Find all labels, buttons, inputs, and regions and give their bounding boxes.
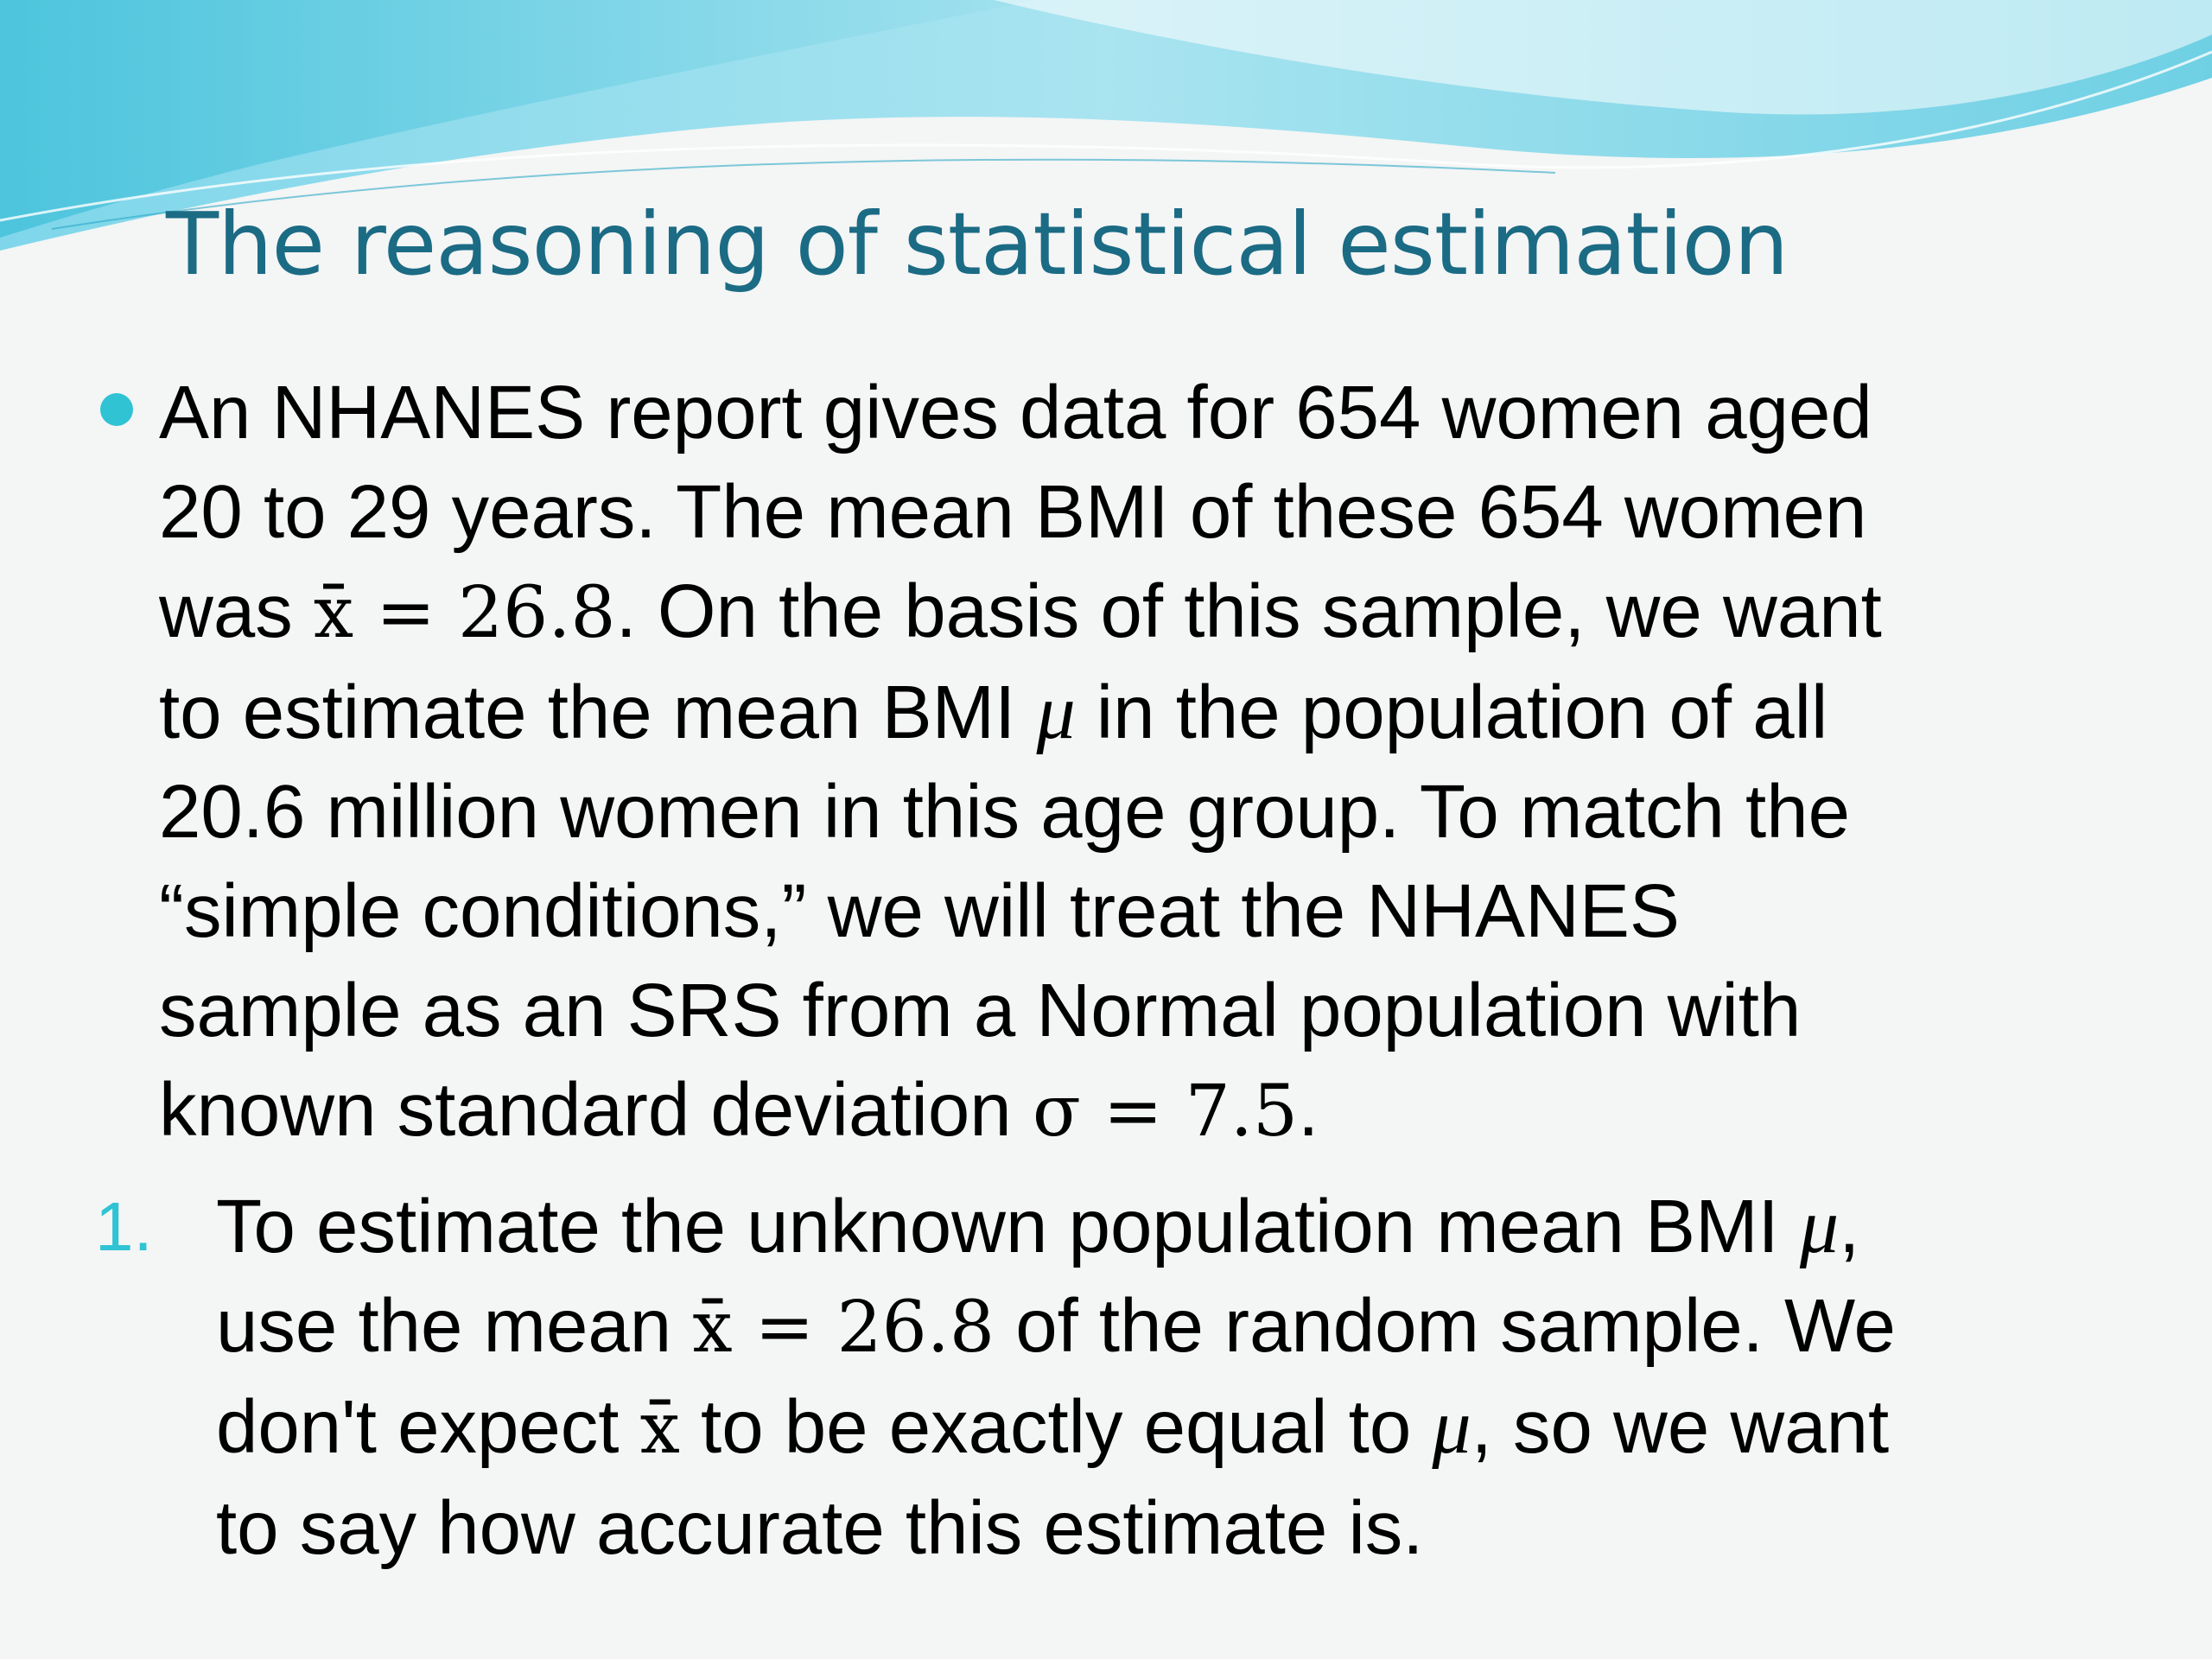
bullet-line: “simple conditions,” we will treat the N…: [159, 869, 1680, 953]
bullet-paragraph: An NHANES report gives data for 654 wome…: [159, 363, 2112, 1161]
bullet-line: An NHANES report gives data for 654 wome…: [159, 371, 1872, 454]
bullet-dot-icon: [100, 393, 133, 426]
numbered-paragraph: To estimate the unknown population mean …: [216, 1177, 2134, 1578]
numbered-line: don't expect x̄ to be exactly equal to μ…: [216, 1384, 1890, 1470]
numbered-line: use the mean x̄ = 26.8 of the random sam…: [216, 1284, 1896, 1369]
math-xbar-equals: x̄ = 26.8: [313, 572, 616, 654]
header-wave-decoration: [0, 0, 2212, 251]
math-mu: μ: [1799, 1184, 1840, 1269]
math-xbar-equals: x̄ = 26.8: [692, 1287, 995, 1369]
list-number: 1.: [95, 1188, 153, 1265]
numbered-line: To estimate the unknown population mean …: [216, 1184, 1860, 1269]
math-mu: μ: [1036, 670, 1076, 755]
math-xbar: x̄: [639, 1388, 680, 1470]
slide-title: The reasoning of statistical estimation: [166, 194, 1789, 295]
math-mu: μ: [1432, 1384, 1471, 1470]
bullet-line: 20.6 million women in this age group. To…: [159, 770, 1850, 854]
numbered-line: to say how accurate this estimate is.: [216, 1486, 1424, 1570]
bullet-line: 20 to 29 years. The mean BMI of these 65…: [159, 470, 1867, 554]
math-sigma-equals: σ = 7.5: [1032, 1071, 1299, 1153]
bullet-line: sample as an SRS from a Normal populatio…: [159, 969, 1802, 1052]
bullet-line: known standard deviation σ = 7.5.: [159, 1068, 1319, 1153]
bullet-line: was x̄ = 26.8. On the basis of this samp…: [159, 569, 1882, 654]
bullet-line: to estimate the mean BMI μ in the popula…: [159, 670, 1828, 755]
